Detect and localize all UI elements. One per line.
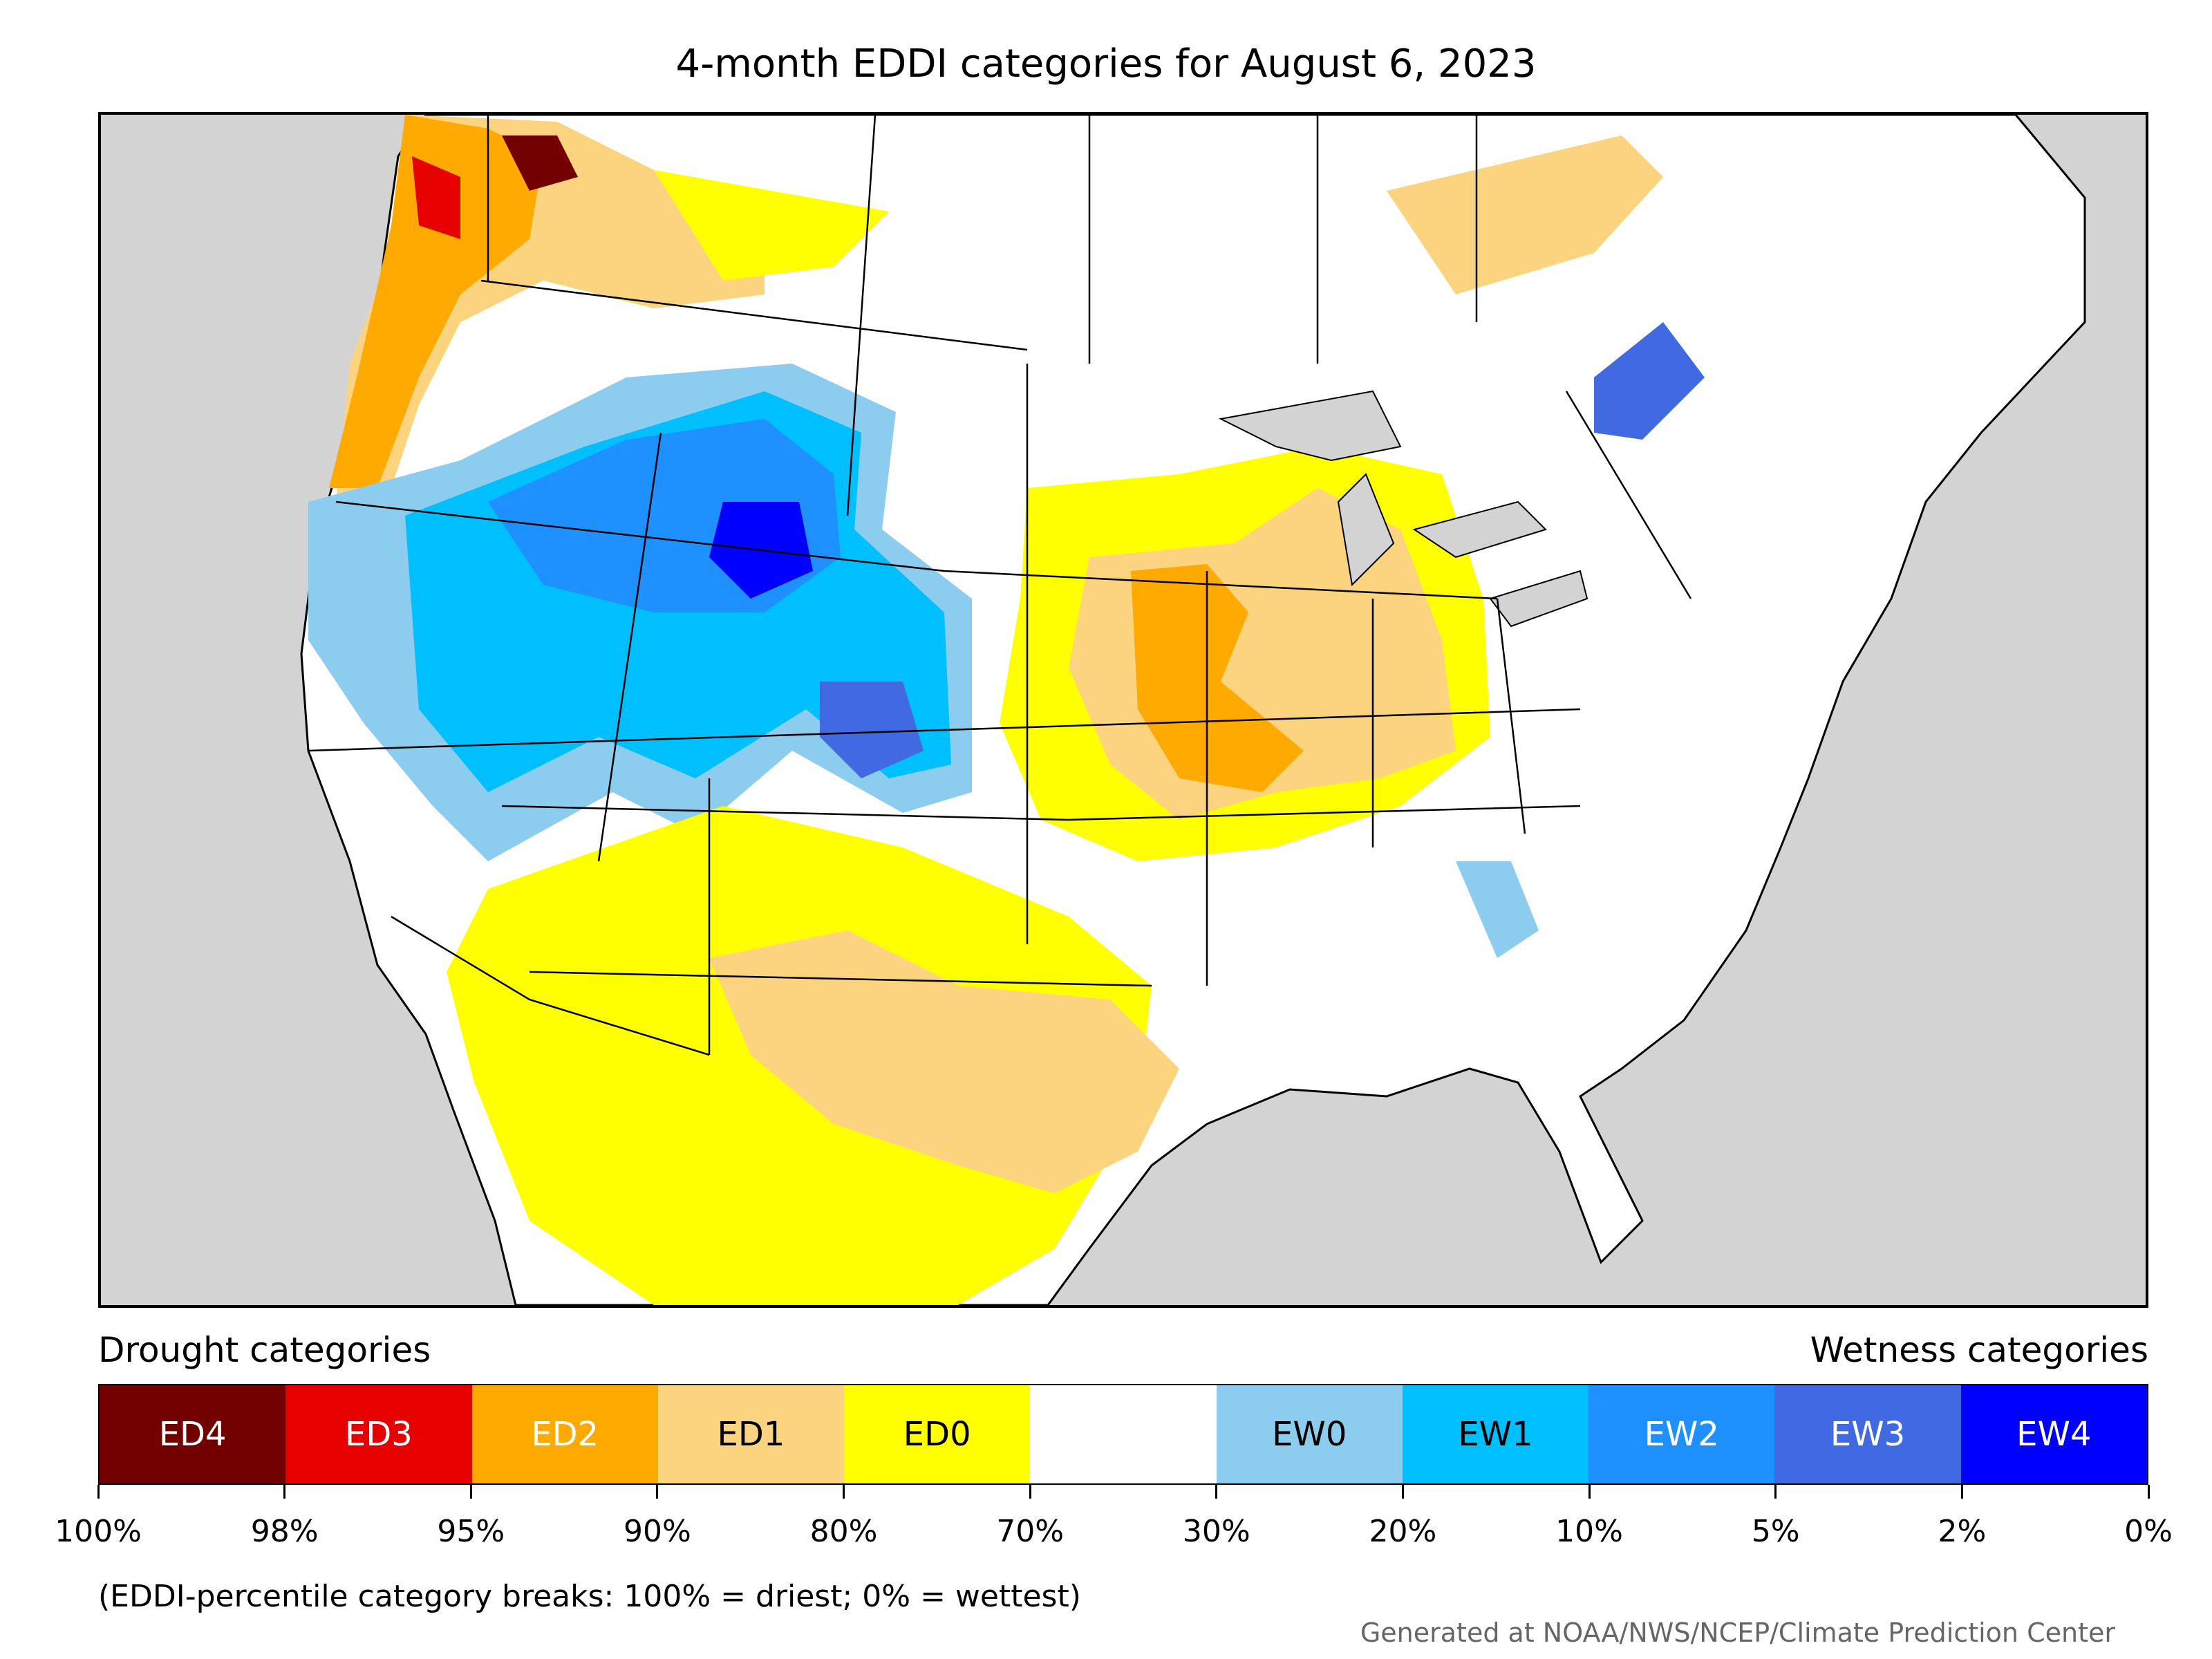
legend-tick	[1588, 1485, 1591, 1499]
ed2-illinois-missouri	[1131, 564, 1304, 792]
ed2-pacific-nw	[329, 115, 543, 488]
ew3-new-england	[1594, 322, 1705, 440]
legend-tick-label: 5%	[1751, 1514, 1800, 1549]
drought-heading: Drought categories	[98, 1330, 431, 1370]
legend-tick-label: 100%	[55, 1514, 142, 1549]
legend-cell-ed3: ED3	[285, 1385, 472, 1483]
wetness-heading: Wetness categories	[1810, 1330, 2148, 1370]
legend-tick	[1029, 1485, 1031, 1499]
ew3-colorado	[820, 682, 924, 778]
ed4-washington	[502, 135, 578, 191]
legend-tick	[1401, 1485, 1404, 1499]
ed1-canada-east	[1387, 135, 1663, 294]
legend-cell-ew1: EW1	[1402, 1385, 1589, 1483]
legend-cell-ed0: ED0	[844, 1385, 1031, 1483]
ew0-southeast	[1456, 861, 1539, 958]
legend-cell-ew2: EW2	[1588, 1385, 1775, 1483]
legend-tick-label: 70%	[996, 1514, 1065, 1549]
eddi-map	[98, 112, 2148, 1308]
legend-tick	[97, 1485, 100, 1499]
legend-tick-label: 98%	[250, 1514, 319, 1549]
legend-tick-label: 0%	[2124, 1514, 2173, 1549]
legend-cell-ew0: EW0	[1216, 1385, 1403, 1483]
legend-tick-label: 2%	[1938, 1514, 1987, 1549]
legend-cell-ew3: EW3	[1774, 1385, 1961, 1483]
legend-tick-label: 95%	[437, 1514, 505, 1549]
ed1-texas	[709, 930, 1179, 1193]
legend-tick	[843, 1485, 845, 1499]
percentile-note: (EDDI-percentile category breaks: 100% =…	[98, 1579, 1081, 1614]
legend-ticks	[97, 1485, 2150, 1499]
legend-tick	[1215, 1485, 1218, 1499]
legend-tick	[283, 1485, 286, 1499]
ed0-north-plains	[654, 170, 889, 281]
legend-cell-ed1: ED1	[657, 1385, 845, 1483]
map-canvas	[300, 115, 2086, 1305]
legend-tick-label: 10%	[1555, 1514, 1623, 1549]
map-title: 4-month EDDI categories for August 6, 20…	[675, 41, 1537, 86]
great-lakes	[1218, 390, 1588, 628]
legend-cell-ew4: EW4	[1960, 1385, 2147, 1483]
legend-cell-ed2: ED2	[471, 1385, 658, 1483]
legend-colorbar: ED4 ED3 ED2 ED1 ED0 EW0 EW1 EW2 EW3 EW4	[98, 1384, 2148, 1485]
legend-tick	[469, 1485, 472, 1499]
ed3-washington	[412, 156, 460, 239]
credit-line: Generated at NOAA/NWS/NCEP/Climate Predi…	[1360, 1618, 2115, 1648]
legend-tick-label: 20%	[1369, 1514, 1437, 1549]
legend-tick-label: 80%	[809, 1514, 878, 1549]
legend-cell-ed4: ED4	[100, 1385, 286, 1483]
legend-tick	[1774, 1485, 1777, 1499]
legend-cell-normal	[1030, 1385, 1217, 1483]
legend-tick-label: 30%	[1182, 1514, 1250, 1549]
legend-tick	[2147, 1485, 2150, 1499]
legend-tick	[1960, 1485, 1963, 1499]
legend-tick	[656, 1485, 659, 1499]
legend-tick-label: 90%	[624, 1514, 691, 1549]
state-boundaries	[308, 115, 1692, 1056]
